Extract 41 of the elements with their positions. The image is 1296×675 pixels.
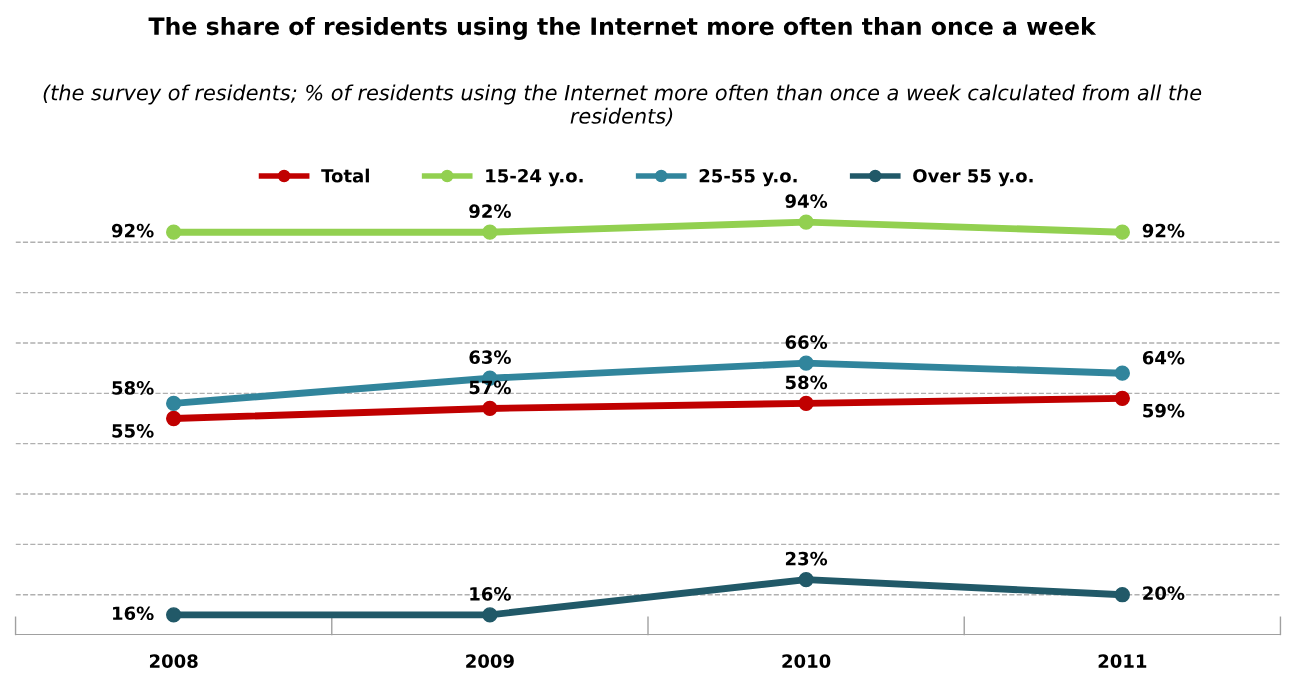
data-label: 16% <box>113 606 154 621</box>
data-label: 16% <box>470 587 511 601</box>
point <box>166 410 182 427</box>
x-tick-label: 2010 <box>782 654 831 668</box>
data-label: 92% <box>469 204 511 218</box>
point <box>798 571 814 588</box>
point <box>798 395 814 412</box>
x-tick-label: 2009 <box>466 654 514 668</box>
data-label: 94% <box>785 194 828 208</box>
point <box>166 224 182 240</box>
x-tick-label: 2011 <box>1098 654 1147 668</box>
point <box>798 355 814 371</box>
data-label: 58% <box>112 381 154 395</box>
data-label: 66% <box>785 335 828 349</box>
data-label: 23% <box>785 551 828 566</box>
legend-label: 15-24 y.o. <box>486 168 583 187</box>
point <box>1114 365 1130 381</box>
data-label: 63% <box>469 350 511 365</box>
data-label: 58% <box>785 375 828 390</box>
point <box>1114 390 1130 406</box>
data-label: 55% <box>112 423 154 438</box>
data-label: 64% <box>1142 350 1185 365</box>
legend-label: Over 55 y.o. <box>913 168 1033 187</box>
chart-title: The share of residents using the Internet more often than once a week <box>148 16 1097 40</box>
data-label: 59% <box>1143 403 1185 418</box>
data-label: 20% <box>1143 586 1185 600</box>
point <box>166 607 182 623</box>
point <box>1114 224 1130 240</box>
chart-subtitle: (the survey of residents; % of residents using the Internet more often than once a week calculated from all the residents) <box>43 84 1202 127</box>
point <box>166 395 182 412</box>
point <box>482 607 498 623</box>
point <box>482 400 498 417</box>
data-label: 92% <box>111 223 154 238</box>
point <box>482 224 498 240</box>
legend-label: Total <box>321 168 369 183</box>
data-label: 57% <box>469 380 511 395</box>
data-label: 92% <box>1142 223 1185 238</box>
point <box>1114 587 1130 603</box>
point <box>798 214 814 230</box>
legend-label: 25-55 y.o. <box>699 168 797 187</box>
x-tick-label: 2008 <box>149 654 198 668</box>
